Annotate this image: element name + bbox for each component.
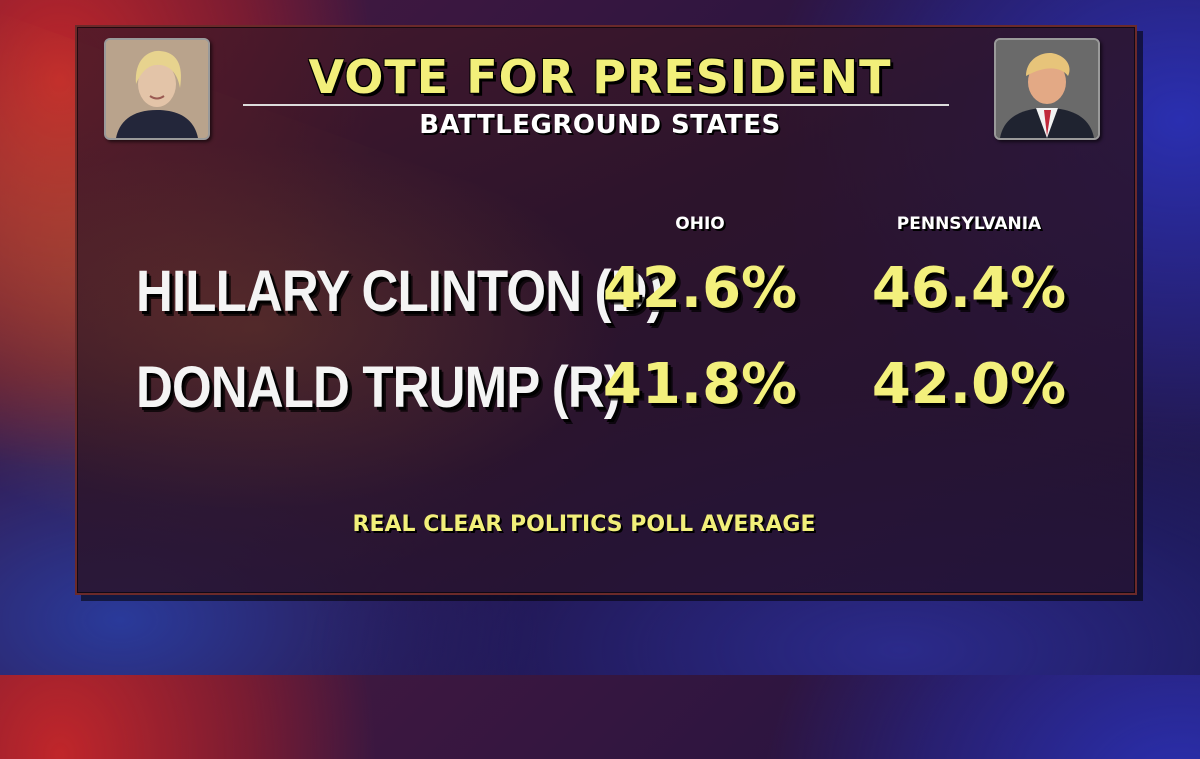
source-caption: REAL CLEAR POLITICS POLL AVERAGE xyxy=(352,512,816,537)
clinton-portrait-image xyxy=(106,40,208,138)
column-header-pennsylvania: PENNSYLVANIA xyxy=(896,214,1042,234)
candidate-name-trump: DONALD TRUMP (R) xyxy=(136,355,621,420)
graphic-subtitle: BATTLEGROUND STATES xyxy=(419,110,781,140)
column-header-ohio: OHIO xyxy=(675,214,725,234)
clinton-portrait xyxy=(104,38,210,140)
trump-portrait xyxy=(994,38,1100,140)
trump-pennsylvania-value: 42.0% xyxy=(871,352,1067,417)
title-divider xyxy=(243,104,949,106)
candidate-name-clinton: HILLARY CLINTON (D) xyxy=(136,259,664,324)
clinton-pennsylvania-value: 46.4% xyxy=(871,256,1067,321)
graphic-panel xyxy=(75,25,1137,595)
graphic-title: VOTE FOR PRESIDENT xyxy=(308,50,892,104)
trump-portrait-image xyxy=(996,40,1098,138)
clinton-ohio-value: 42.6% xyxy=(602,256,798,321)
trump-ohio-value: 41.8% xyxy=(602,352,798,417)
